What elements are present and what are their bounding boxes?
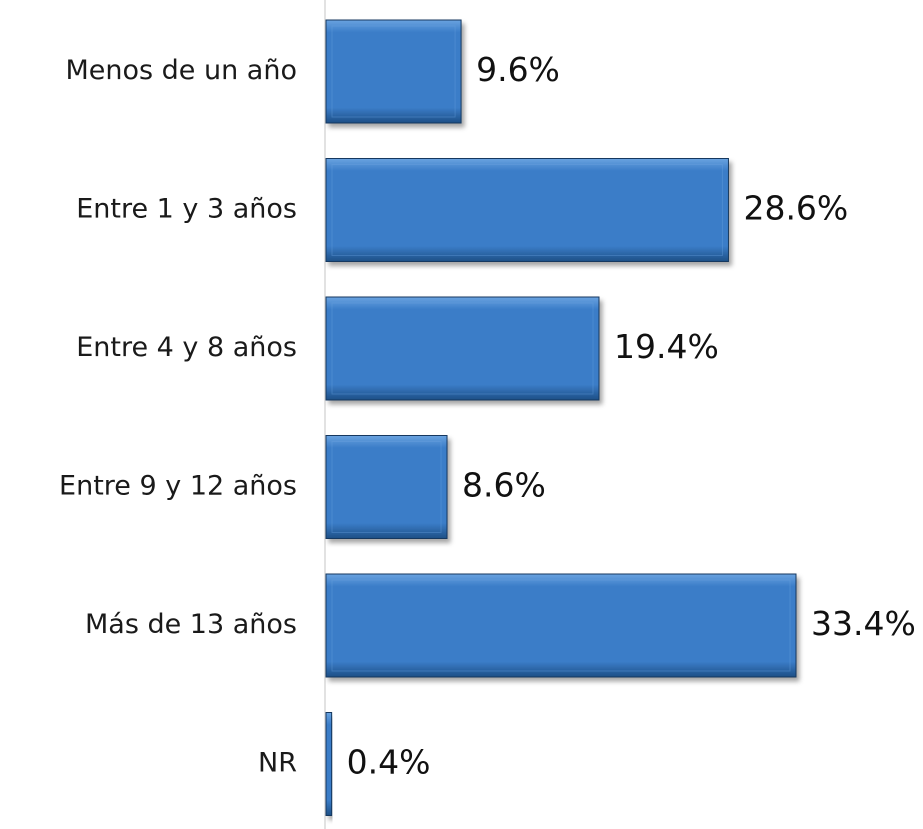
- bar-rect: [325, 573, 797, 678]
- category-label: Entre 4 y 8 años: [76, 332, 297, 363]
- category-label: Entre 1 y 3 años: [76, 194, 297, 225]
- bar-bevel: [331, 441, 442, 533]
- bar-bevel: [331, 25, 456, 118]
- category-label: Menos de un año: [65, 55, 297, 86]
- category-label: NR: [258, 748, 297, 779]
- bar-3: [325, 296, 600, 401]
- bar-2: [325, 158, 729, 262]
- value-label: 28.6%: [743, 189, 848, 228]
- bar-rect: [325, 296, 600, 401]
- value-label: 19.4%: [614, 327, 719, 366]
- value-label: 0.4%: [347, 743, 431, 782]
- bar-1: [325, 19, 462, 124]
- category-label: Entre 9 y 12 años: [59, 471, 297, 502]
- bar-5: [325, 573, 797, 678]
- value-label: 8.6%: [462, 466, 546, 505]
- bar-rect: [325, 435, 448, 539]
- bar-bevel: [331, 302, 594, 395]
- bar-4: [325, 435, 448, 539]
- bar-6: [325, 712, 333, 816]
- category-label: Más de 13 años: [85, 609, 297, 640]
- value-label: 9.6%: [476, 50, 560, 89]
- value-label: 33.4%: [811, 604, 916, 643]
- bar-rect: [325, 158, 729, 262]
- bar-rect: [325, 19, 462, 124]
- bar-rect: [325, 712, 333, 816]
- bar-bevel: [331, 579, 791, 672]
- bar-bevel: [331, 164, 723, 256]
